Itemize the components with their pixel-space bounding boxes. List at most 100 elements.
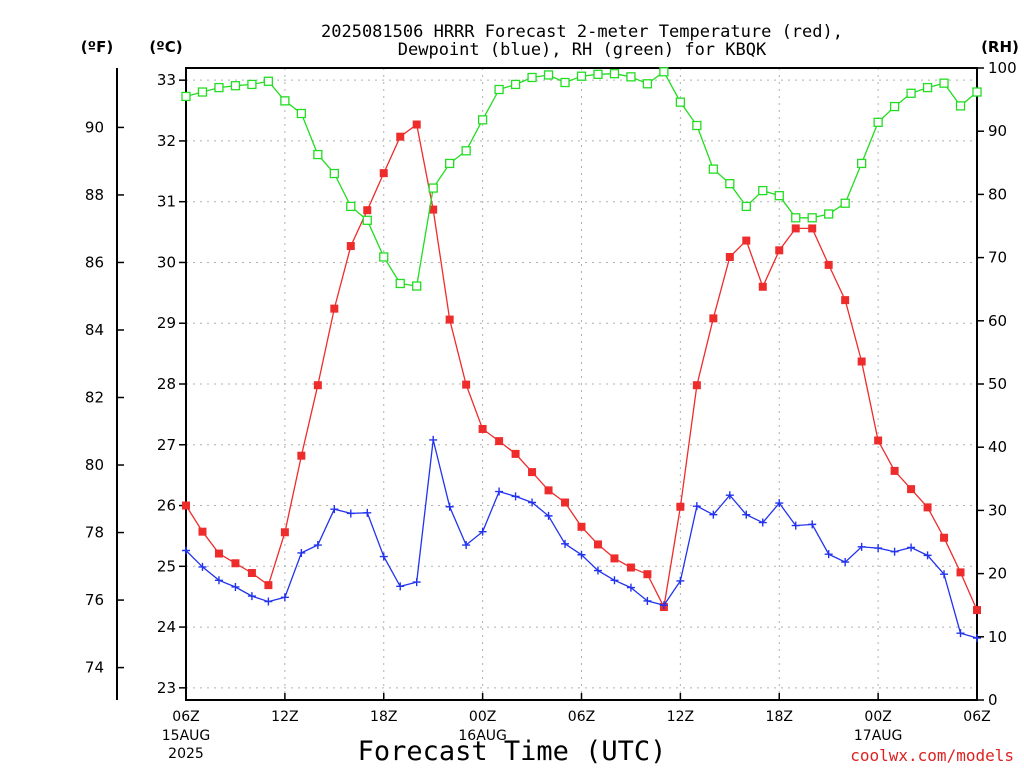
rh-point bbox=[346, 201, 356, 212]
fahrenheit-unit-label: (ºF) bbox=[81, 38, 113, 56]
2-meter-temperature-point bbox=[396, 132, 405, 141]
dewpoint-point bbox=[346, 509, 355, 518]
rh-point bbox=[197, 87, 208, 97]
2-meter-temperature-point bbox=[198, 527, 207, 536]
dewpoint-point bbox=[577, 550, 586, 559]
date-label: 16AUG bbox=[458, 728, 507, 744]
celsius-tick-label: 33 bbox=[157, 71, 176, 89]
rh-point bbox=[725, 179, 735, 189]
rh-point bbox=[840, 198, 850, 208]
rh-point bbox=[477, 115, 488, 125]
2-meter-temperature-point bbox=[231, 559, 240, 568]
fahrenheit-tick-label: 76 bbox=[85, 591, 104, 609]
2-meter-temperature-point bbox=[709, 314, 718, 323]
rh-axis: 0 10 20 30 40 50 60 70 80 90 100 bbox=[977, 59, 1017, 709]
dewpoint-point bbox=[725, 491, 734, 500]
fahrenheit-tick-label: 88 bbox=[85, 186, 104, 204]
dewpoint-point bbox=[610, 576, 619, 585]
rh-point bbox=[263, 76, 274, 86]
dewpoint-point bbox=[247, 592, 256, 601]
rh-point bbox=[181, 91, 191, 102]
rh-point bbox=[461, 146, 471, 156]
dewpoint-point bbox=[528, 498, 537, 507]
rh-point bbox=[609, 69, 620, 79]
2-meter-temperature-point bbox=[643, 570, 652, 579]
dewpoint-point bbox=[462, 541, 471, 550]
2-meter-temperature-point bbox=[445, 315, 454, 324]
rh-tick-label: 30 bbox=[988, 501, 1007, 519]
dewpoint-point bbox=[412, 578, 421, 587]
time-tick-label: 06Z bbox=[568, 709, 595, 725]
rh-point bbox=[247, 79, 257, 90]
dewpoint-point bbox=[214, 576, 223, 585]
celsius-axis: 23 24 25 26 27 28 29 30 31 32 33 bbox=[157, 71, 186, 697]
rh-point bbox=[626, 72, 636, 82]
2-meter-temperature-point bbox=[429, 205, 438, 214]
2-meter-temperature-point bbox=[758, 282, 767, 291]
dewpoint-point bbox=[445, 502, 454, 511]
dewpoint-point bbox=[330, 505, 339, 514]
rh-tick-label: 100 bbox=[988, 59, 1017, 77]
2-meter-temperature-point bbox=[214, 549, 223, 558]
rh-unit-label: (RH) bbox=[981, 38, 1019, 56]
rh-point bbox=[955, 101, 966, 111]
2-meter-temperature-point bbox=[297, 451, 306, 460]
dewpoint-point bbox=[280, 593, 289, 602]
rh-point bbox=[922, 82, 933, 93]
dewpoint-point bbox=[561, 539, 570, 548]
dewpoint-point bbox=[775, 499, 784, 508]
2-meter-temperature-point bbox=[363, 206, 372, 215]
dewpoint-point bbox=[841, 558, 850, 567]
rh-point bbox=[395, 278, 405, 289]
2-meter-temperature-point bbox=[478, 424, 487, 433]
rh-tick-label: 40 bbox=[988, 438, 1007, 456]
time-tick-label: 12Z bbox=[667, 709, 694, 725]
2-meter-temperature-point bbox=[907, 485, 916, 494]
chart-title-line2: Dewpoint (blue), RH (green) for KBQK bbox=[398, 40, 767, 60]
2-meter-temperature-point bbox=[626, 563, 635, 572]
rh-point bbox=[791, 213, 801, 223]
rh-point bbox=[445, 158, 455, 169]
dewpoint-point bbox=[709, 510, 718, 519]
2-meter-temperature-point bbox=[330, 304, 339, 313]
time-tick-label: 18Z bbox=[370, 709, 397, 725]
2-meter-temperature-point bbox=[182, 501, 190, 510]
rh-point bbox=[824, 209, 834, 219]
dewpoint-point bbox=[198, 562, 207, 571]
celsius-tick-label: 30 bbox=[157, 253, 176, 271]
celsius-tick-label: 31 bbox=[157, 193, 176, 211]
dewpoint-point bbox=[593, 566, 602, 575]
rh-tick-label: 70 bbox=[988, 249, 1007, 267]
dewpoint-point bbox=[396, 582, 405, 591]
x-axis-label: Forecast Time (UTC) bbox=[358, 736, 667, 767]
rh-point bbox=[774, 191, 784, 201]
fahrenheit-tick-label: 90 bbox=[85, 118, 104, 136]
celsius-tick-label: 25 bbox=[157, 557, 176, 575]
dewpoint-point bbox=[874, 544, 883, 553]
fahrenheit-tick-label: 86 bbox=[85, 253, 104, 271]
rh-point bbox=[296, 108, 307, 119]
2-meter-temperature-point bbox=[742, 236, 751, 245]
series-layer bbox=[181, 67, 982, 643]
rh-point bbox=[214, 82, 224, 93]
2-meter-temperature-point bbox=[313, 381, 322, 390]
time-tick-label: 06Z bbox=[172, 709, 199, 725]
2-meter-temperature-point bbox=[280, 528, 289, 537]
fahrenheit-tick-label: 74 bbox=[85, 659, 104, 677]
celsius-tick-label: 29 bbox=[157, 314, 176, 332]
2-meter-temperature-point bbox=[874, 436, 883, 445]
rh-point bbox=[708, 164, 718, 174]
rh-tick-label: 80 bbox=[988, 185, 1007, 203]
rh-point bbox=[428, 183, 438, 193]
chart-title-line1: 2025081506 HRRR Forecast 2-meter Tempera… bbox=[321, 22, 843, 42]
2-meter-temperature-point bbox=[528, 468, 537, 477]
dewpoint-series bbox=[182, 435, 981, 643]
2-meter-temperature-point bbox=[412, 120, 421, 129]
2-meter-temperature-point bbox=[923, 503, 932, 512]
2-meter-temperature-point bbox=[824, 260, 833, 269]
dewpoint-point bbox=[264, 597, 273, 606]
2-meter-temperature-point bbox=[940, 533, 949, 542]
dewpoint-point bbox=[231, 582, 240, 591]
rh-point bbox=[807, 213, 817, 223]
